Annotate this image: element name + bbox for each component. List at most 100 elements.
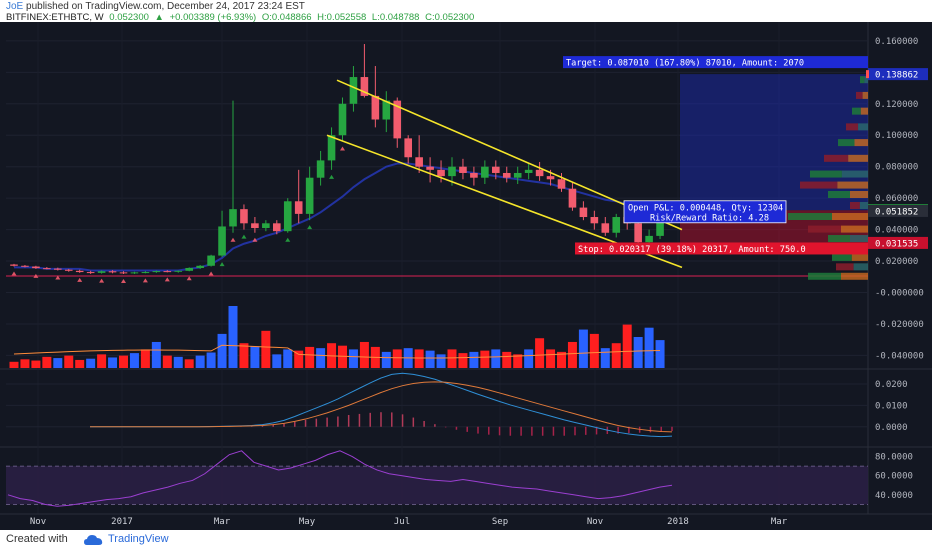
volume-profile-bar: [836, 263, 854, 271]
candle-body: [130, 272, 139, 274]
volume-profile-bar: [837, 181, 868, 189]
price-axis-badge: [868, 68, 928, 81]
candle-body: [294, 201, 303, 214]
created-with-text: Created with: [6, 533, 68, 545]
symbol-bar: BITFINEX:ETHBTC, W 0.052300 ▲ +0.003389 …: [0, 12, 932, 23]
volume-bar: [305, 346, 315, 368]
volume-bar: [294, 350, 304, 368]
volume-bar: [206, 352, 216, 368]
price-tick-label: -0.000000: [875, 289, 924, 299]
signal-marker: [33, 273, 39, 278]
up-triangle-icon: ▲: [154, 12, 164, 23]
publish-info: JoE published on TradingView.com, Decemb…: [6, 1, 305, 12]
target-label: Target: 0.087010 (167.80%) 87010, Amount…: [566, 59, 804, 69]
price-axis-badge-label: 0.138862: [875, 71, 918, 81]
volume-profile-bar: [850, 235, 868, 243]
volume-profile-bar: [864, 76, 868, 84]
time-tick-label: Mar: [771, 517, 788, 527]
price-ma-line: [14, 162, 661, 272]
volume-bar: [425, 350, 435, 368]
pnl-label-box: [623, 200, 787, 224]
candle-body: [568, 188, 577, 208]
candle-body: [141, 272, 150, 274]
volume-profile-bar: [788, 213, 832, 221]
candle-body: [251, 223, 259, 229]
volume-bar: [502, 351, 512, 368]
volume-profile-bar: [832, 213, 868, 221]
time-tick-label: 2018: [667, 517, 689, 527]
volume-profile-bar: [838, 139, 855, 147]
price-axis-badge: [868, 236, 928, 249]
rsi-band: [6, 466, 868, 505]
rsi-tick-label: 80.0000: [875, 453, 913, 463]
volume-profile-bar: [860, 107, 868, 115]
volume-profile-bar: [856, 91, 863, 99]
signal-marker: [77, 277, 83, 282]
tradingview-brand[interactable]: TradingView: [108, 533, 169, 545]
volume-profile-bar: [846, 123, 859, 131]
candle-body: [119, 272, 128, 274]
candle-body: [327, 135, 336, 161]
price-change: +0.003389 (+6.93%): [169, 12, 257, 23]
signal-marker: [11, 271, 17, 276]
candle-body: [218, 226, 226, 256]
volume-bar: [272, 354, 282, 368]
target-label-box: [563, 56, 868, 69]
candle-body: [546, 176, 555, 180]
price-tick-label: 0.020000: [875, 257, 918, 267]
signal-marker: [219, 262, 225, 267]
candle-body: [459, 166, 467, 173]
candle-body: [32, 266, 40, 269]
candle-body: [338, 103, 347, 136]
volume-bar: [513, 354, 523, 368]
volume-bar: [447, 349, 457, 368]
volume-bar: [524, 349, 534, 368]
volume-bar: [622, 324, 632, 368]
chart-svg[interactable]: 0.1600000.1400000.1200000.1000000.080000…: [0, 22, 932, 530]
signal-marker: [241, 234, 247, 239]
risk-reward-label: Risk/Reward Ratio: 4.28: [650, 213, 769, 223]
volume-profile-bar: [841, 225, 868, 233]
last-price: 0.052300: [109, 12, 149, 23]
volume-profile-bar: [850, 191, 868, 198]
candle-body: [415, 157, 423, 167]
author-link[interactable]: JoE: [6, 1, 24, 12]
footer-bar: Created with TradingView: [0, 530, 932, 550]
candle-body: [437, 169, 445, 177]
time-tick-label: Jul: [394, 517, 410, 527]
low-value: L:0.048788: [371, 12, 420, 23]
volume-bar: [392, 349, 402, 368]
candle-body: [196, 265, 204, 268]
volume-profile-bar: [854, 139, 868, 147]
volume-bar: [655, 340, 665, 368]
candle-body: [185, 267, 193, 271]
volume-bar: [64, 355, 74, 368]
volume-bar: [436, 354, 446, 368]
volume-bar: [644, 327, 654, 368]
time-tick-label: 2017: [111, 517, 133, 527]
volume-bar: [162, 355, 172, 368]
candle-body: [492, 166, 500, 173]
volume-bar: [381, 351, 391, 368]
volume-bar: [195, 355, 205, 368]
rsi-tick-label: 40.0000: [875, 491, 913, 501]
signal-marker: [307, 225, 313, 230]
candle-body: [283, 201, 292, 232]
volume-bar: [239, 343, 249, 368]
time-tick-label: Nov: [30, 517, 46, 527]
macd-tick-label: 0.0200: [875, 380, 908, 390]
candle-body: [21, 265, 29, 267]
chart-area[interactable]: 0.1600000.1400000.1200000.1000000.080000…: [0, 22, 932, 530]
candle-body: [612, 217, 621, 233]
volume-bar: [348, 349, 358, 368]
price-tick-label: 0.120000: [875, 100, 918, 110]
volume-profile-bar: [810, 170, 842, 178]
macd-signal-line: [90, 381, 673, 433]
rsi-line: [7, 450, 673, 507]
target-marker: [866, 70, 869, 79]
volume-bar: [611, 343, 621, 368]
candle-body: [426, 166, 434, 170]
candle-body: [481, 166, 489, 178]
stop-label: Stop: 0.020317 (39.18%) 20317, Amount: 7…: [578, 245, 806, 255]
volume-bar: [9, 361, 19, 368]
